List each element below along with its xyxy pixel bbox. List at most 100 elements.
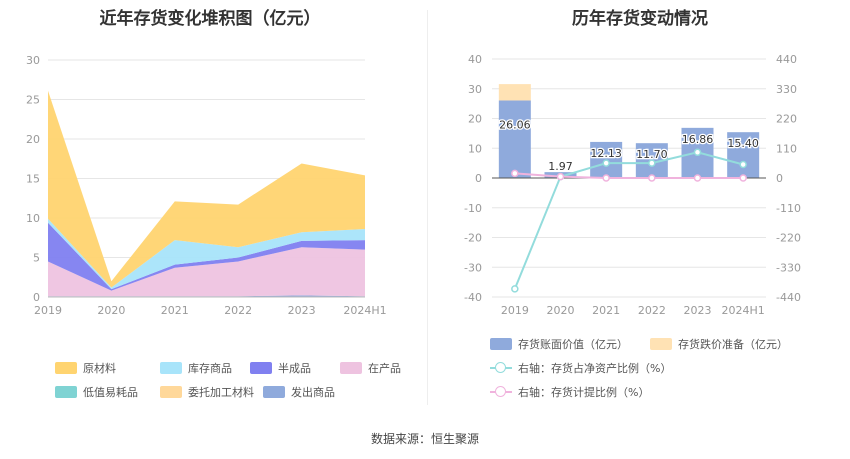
line-point xyxy=(648,159,656,167)
legend-label: 委托加工材料 xyxy=(188,386,254,399)
area-库存商品 xyxy=(48,218,365,290)
y2-tick-label: -220 xyxy=(776,232,801,245)
y-tick-label: 15 xyxy=(26,173,40,186)
y2-tick-label: 330 xyxy=(776,83,797,96)
x-tick-label: 2021 xyxy=(592,304,620,317)
legend-label: 原材料 xyxy=(83,362,116,375)
bar-data-label: 11.70 xyxy=(636,148,668,161)
legend-item[interactable]: 在产品 xyxy=(340,360,401,376)
legend-label: 半成品 xyxy=(278,362,311,375)
area-在产品 xyxy=(48,247,365,297)
x-tick-label: 2022 xyxy=(224,304,252,317)
legend-label: 存货跌价准备（亿元） xyxy=(678,338,788,351)
line-point xyxy=(556,172,565,181)
y-tick-label: -20 xyxy=(464,232,482,245)
x-tick-label: 2020 xyxy=(97,304,125,317)
legend-item[interactable]: 右轴：存货计提比例（%） xyxy=(490,384,649,400)
line-point xyxy=(739,174,747,182)
panel-divider xyxy=(427,10,428,405)
x-tick-label: 2024H1 xyxy=(722,304,765,317)
legend-swatch xyxy=(250,362,272,374)
legend-label: 存货账面价值（亿元） xyxy=(518,338,628,351)
legend-label: 低值易耗品 xyxy=(83,386,138,399)
legend-label: 发出商品 xyxy=(291,386,335,399)
legend-swatch xyxy=(160,362,182,374)
x-tick-label: 2022 xyxy=(638,304,666,317)
y-tick-label: 30 xyxy=(468,83,482,96)
legend-item[interactable]: 低值易耗品 xyxy=(55,384,138,400)
x-tick-label: 2021 xyxy=(161,304,189,317)
y2-tick-label: -440 xyxy=(776,291,801,304)
y-tick-label: 5 xyxy=(33,252,40,265)
x-tick-label: 2019 xyxy=(501,304,529,317)
y-tick-label: 25 xyxy=(26,94,40,107)
legend-swatch xyxy=(490,386,512,398)
bar-data-label: 26.06 xyxy=(499,118,530,131)
legend-label: 库存商品 xyxy=(188,362,232,375)
legend-label: 在产品 xyxy=(368,362,401,375)
left-chart-title: 近年存货变化堆积图（亿元） xyxy=(99,9,321,29)
y2-tick-label: 0 xyxy=(776,172,783,185)
bar-value xyxy=(727,132,760,178)
legend-swatch xyxy=(55,362,77,374)
line-series xyxy=(514,172,744,179)
y-tick-label: 0 xyxy=(33,291,40,304)
legend-item[interactable]: 原材料 xyxy=(55,360,116,376)
legend-item[interactable]: 存货账面价值（亿元） xyxy=(490,336,628,352)
y2-tick-label: -110 xyxy=(776,202,801,215)
y2-tick-label: 220 xyxy=(776,113,797,126)
y-tick-label: 10 xyxy=(26,212,40,225)
y2-tick-label: 110 xyxy=(776,142,797,155)
legend-item[interactable]: 存货跌价准备（亿元） xyxy=(650,336,788,352)
y-tick-label: -10 xyxy=(464,202,482,215)
x-tick-label: 2020 xyxy=(547,304,575,317)
right-bar-line-chart: -40 -30 -20 -10 0 10 20 30 40 -440 -330 -220 -110 0 11… xyxy=(464,53,801,317)
legend-swatch xyxy=(160,386,182,398)
bar-value xyxy=(498,100,531,178)
bar-data-label: 12.13 xyxy=(590,147,622,160)
x-tick-label: 2024H1 xyxy=(343,304,386,317)
area-原材料 xyxy=(48,90,365,288)
x-tick-label: 2023 xyxy=(288,304,316,317)
legend-item[interactable]: 委托加工材料 xyxy=(160,384,254,400)
legend-item[interactable]: 发出商品 xyxy=(263,384,335,400)
bar-data-label: 16.86 xyxy=(682,133,714,146)
y-tick-label: 0 xyxy=(475,172,482,185)
bar-provision xyxy=(498,84,531,101)
legend-label: 右轴：存货占净资产比例（%） xyxy=(518,362,672,375)
line-point xyxy=(693,148,702,157)
y-tick-label: 10 xyxy=(468,142,482,155)
line-point xyxy=(648,174,656,182)
legend-swatch xyxy=(55,386,77,398)
line-point xyxy=(511,169,519,178)
legend-swatch xyxy=(490,362,512,374)
y-tick-label: 30 xyxy=(26,54,40,67)
bar-data-label: 15.40 xyxy=(727,137,759,150)
y-tick-label: 20 xyxy=(26,133,40,146)
y-tick-label: -40 xyxy=(464,291,482,304)
line-point xyxy=(693,174,702,182)
line-point xyxy=(602,174,610,182)
legend-swatch xyxy=(263,386,285,398)
left-stacked-area-chart: 0 5 10 15 20 25 30 2019 2020 2021 2022 2023 2024H1 xyxy=(26,54,387,317)
y-tick-label: -30 xyxy=(464,261,482,274)
legend-item[interactable]: 库存商品 xyxy=(160,360,232,376)
line-series xyxy=(513,151,744,290)
legend-item[interactable]: 右轴：存货占净资产比例（%） xyxy=(490,360,671,376)
legend-label: 右轴：存货计提比例（%） xyxy=(518,386,650,399)
legend-swatch xyxy=(490,338,512,350)
y2-tick-label: -330 xyxy=(776,261,801,274)
line-point xyxy=(602,159,610,167)
legend-swatch xyxy=(340,362,362,374)
legend-item[interactable]: 半成品 xyxy=(250,360,311,376)
legend-swatch xyxy=(650,338,672,350)
y2-tick-label: 440 xyxy=(776,53,797,66)
x-tick-label: 2023 xyxy=(684,304,712,317)
bar-data-label: 1.97 xyxy=(548,160,573,173)
y-tick-label: 40 xyxy=(468,53,482,66)
line-point xyxy=(511,285,519,293)
line-point xyxy=(739,160,747,169)
right-chart-title: 历年存货变动情况 xyxy=(572,9,708,29)
data-source: 数据来源：恒生聚源 xyxy=(370,432,479,446)
y-tick-label: 20 xyxy=(468,113,482,126)
